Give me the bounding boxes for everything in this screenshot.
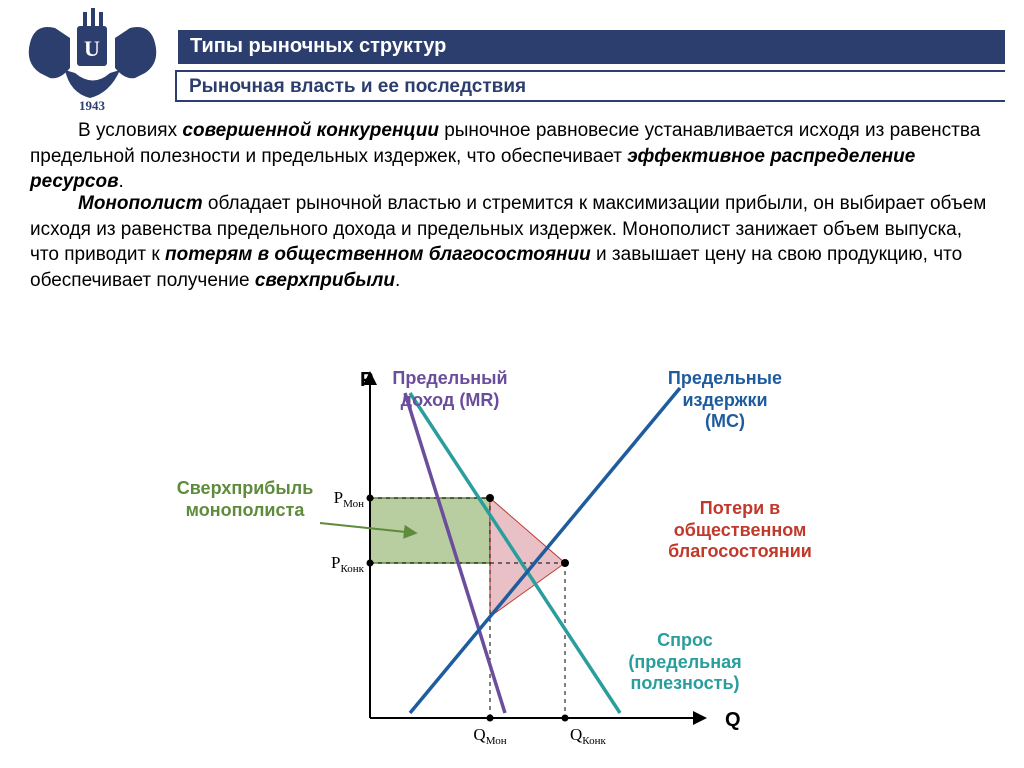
loss-label: Потери в общественном благосостоянии	[660, 498, 820, 563]
svg-text:1943: 1943	[79, 98, 106, 113]
slide-title: Типы рыночных структур	[175, 30, 1005, 64]
paragraph-2: Монополист обладает рыночной властью и с…	[30, 191, 995, 294]
monopoly-chart: PМон PКонк QМон QКонк P Предельный доход (M…	[170, 368, 920, 763]
demand-label: Спрос (предельная полезность)	[615, 630, 755, 695]
university-logo: U 1943	[15, 8, 170, 113]
mr-label: Предельный доход (MR)	[385, 368, 515, 411]
svg-text:U: U	[84, 36, 100, 61]
mc-label: Предельные издержки (MC)	[660, 368, 790, 433]
body-text: В условиях совершенной конкуренции рыноч…	[30, 118, 995, 295]
paragraph-1: В условиях совершенной конкуренции рыноч…	[30, 118, 995, 195]
svg-text:PМон: PМон	[334, 488, 364, 510]
slide-subtitle: Рыночная власть и ее последствия	[175, 70, 1005, 102]
profit-label: Сверхприбыль монополиста	[170, 478, 320, 521]
axis-p-label: P	[360, 368, 373, 392]
svg-text:QМон: QМон	[473, 725, 506, 747]
svg-text:PКонк: PКонк	[331, 553, 365, 575]
q-axis-label: Q	[725, 708, 741, 732]
svg-text:QКонк: QКонк	[570, 725, 606, 747]
